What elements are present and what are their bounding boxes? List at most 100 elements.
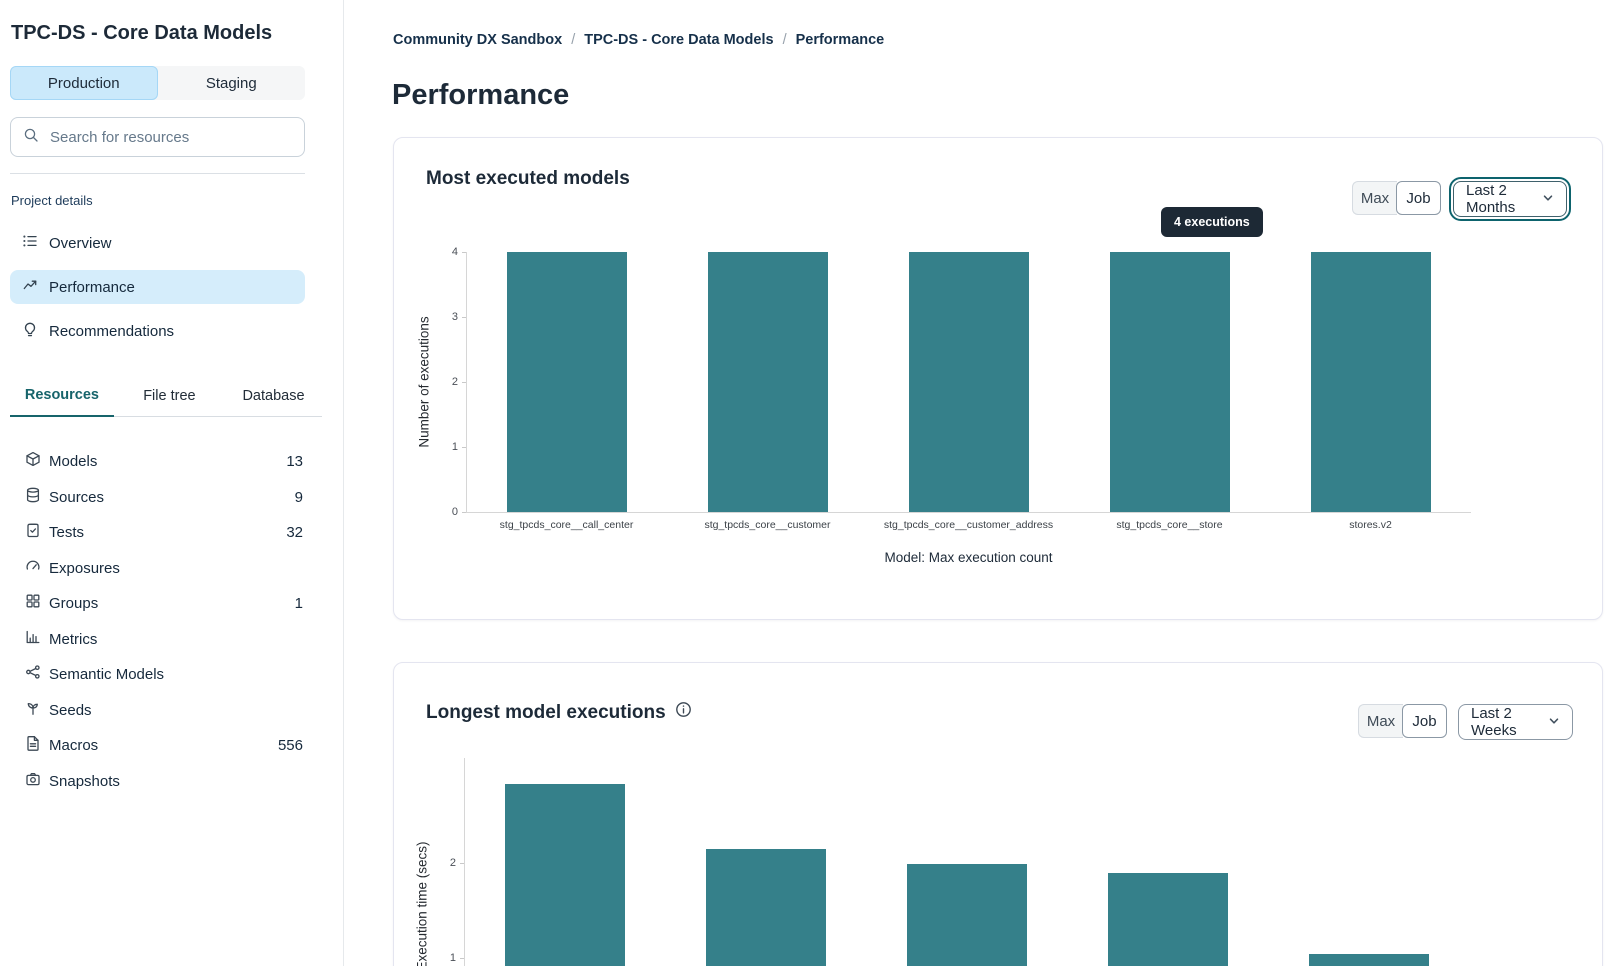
resource-row-metrics[interactable]: Metrics [10,622,305,658]
tab-file-tree[interactable]: File tree [143,388,196,404]
resource-row-tests[interactable]: Tests 32 [10,515,305,551]
bar[interactable] [504,784,625,966]
bar[interactable] [707,252,828,512]
chevron-down-icon [1542,191,1554,208]
sidebar-divider [10,173,305,174]
gauge-icon [25,558,41,579]
resource-count: 9 [294,488,303,506]
file-icon [25,735,41,756]
y-tick-label: 0 [451,506,458,518]
chart-tooltip: 4 executions [1161,207,1263,237]
resource-label: Sources [49,488,105,506]
staging-toggle-button[interactable]: Staging [158,66,306,100]
resource-row-models[interactable]: Models 13 [10,444,305,480]
job-button[interactable]: Job [1402,704,1447,738]
sidebar: TPC-DS - Core Data Models Production Sta… [0,0,344,966]
bar[interactable] [705,848,826,966]
y-tick-label: 4 [451,246,458,258]
resource-row-exposures[interactable]: Exposures [10,551,305,587]
production-toggle-button[interactable]: Production [10,66,158,100]
grid-icon [25,593,41,614]
breadcrumb-item[interactable]: TPC-DS - Core Data Models [584,32,774,48]
info-icon[interactable] [675,701,692,724]
x-category-label: stores.v2 [1349,519,1392,531]
y-tick-mark [462,317,466,318]
y-tick-mark [460,863,464,864]
resource-count: 32 [286,524,303,542]
resource-row-snapshots[interactable]: Snapshots [10,764,305,800]
project-details-label: Project details [11,193,93,208]
breadcrumb-separator: / [571,32,576,48]
tab-resources[interactable]: Resources [10,387,114,417]
resource-label: Snapshots [49,772,120,790]
y-tick-mark [462,512,466,513]
resource-row-sources[interactable]: Sources 9 [10,480,305,516]
search-input[interactable] [48,127,292,147]
resource-label: Seeds [49,701,92,719]
x-category-label: stg_tpcds_core__store [1116,519,1223,531]
resource-label: Tests [49,524,85,542]
y-tick-mark [462,382,466,383]
sidebar-item-recommendations[interactable]: Recommendations [10,314,305,348]
bar[interactable] [506,252,627,512]
bar[interactable] [1107,872,1228,966]
resource-label: Models [49,453,98,471]
resource-label: Macros [49,737,99,755]
sidebar-tabs: Resources File tree Database [10,376,322,417]
breadcrumb-item[interactable]: Community DX Sandbox [393,32,563,48]
list-icon [22,233,38,253]
x-category-label: stg_tpcds_core__call_center [499,519,634,531]
card-title-text: Longest model executions [426,701,666,723]
bar-chart-icon [25,629,41,650]
longest-model-executions-chart: 1 2 Execution time (secs) [394,663,1602,966]
card-title: Most executed models [426,168,630,190]
resource-row-seeds[interactable]: Seeds [10,693,305,729]
aggregation-toggle: Max Job [1358,704,1447,738]
bar[interactable] [1310,252,1431,512]
resource-count: 13 [286,453,303,471]
bar[interactable] [1308,954,1429,966]
resource-row-semantic-models[interactable]: Semantic Models [10,657,305,693]
time-range-dropdown[interactable]: Last 2 Months [1449,177,1571,221]
x-category-label: stg_tpcds_core__customer_address [883,519,1054,531]
resource-count: 556 [277,737,303,755]
y-axis-title: Number of executions [416,316,432,448]
bar[interactable] [906,863,1027,966]
time-range-dropdown[interactable]: Last 2 Weeks [1458,704,1573,740]
resource-label: Exposures [49,559,120,577]
resource-list: Models 13 Sources 9 Tests 32 Exposures Groups 1 M… [10,444,305,799]
sprout-icon [25,700,41,721]
y-axis-line [464,758,465,966]
resource-row-macros[interactable]: Macros 556 [10,728,305,764]
sidebar-item-label: Performance [49,278,135,296]
max-button[interactable]: Max [1352,181,1397,215]
sidebar-item-overview[interactable]: Overview [10,226,305,260]
y-tick-label: 2 [451,376,458,388]
environment-toggle: Production Staging [10,66,305,100]
time-range-value: Last 2 Weeks [1471,705,1517,739]
y-tick-mark [460,958,464,959]
y-tick-label: 3 [451,311,458,323]
sidebar-item-performance[interactable]: Performance [10,270,305,304]
card-title: Longest model executions [426,701,692,724]
tab-database[interactable]: Database [242,388,305,404]
bar[interactable] [908,252,1029,512]
aggregation-toggle: Max Job [1352,181,1441,215]
resource-row-groups[interactable]: Groups 1 [10,586,305,622]
max-button[interactable]: Max [1358,704,1403,738]
bar[interactable] [1109,252,1230,512]
y-tick-label: 1 [449,952,456,964]
resource-label: Semantic Models [49,666,165,684]
longest-model-executions-card: Longest model executions Max Job Last 2 … [393,662,1603,966]
sidebar-item-label: Overview [49,234,112,252]
search-box[interactable] [10,117,305,157]
time-range-value: Last 2 Months [1466,182,1516,216]
y-axis-line [466,252,467,512]
y-axis-title: Execution time (secs) [414,840,430,966]
job-button[interactable]: Job [1396,181,1441,215]
y-tick-mark [462,252,466,253]
breadcrumb-separator: / [782,32,787,48]
search-icon [23,127,39,148]
breadcrumb-item: Performance [795,32,885,48]
